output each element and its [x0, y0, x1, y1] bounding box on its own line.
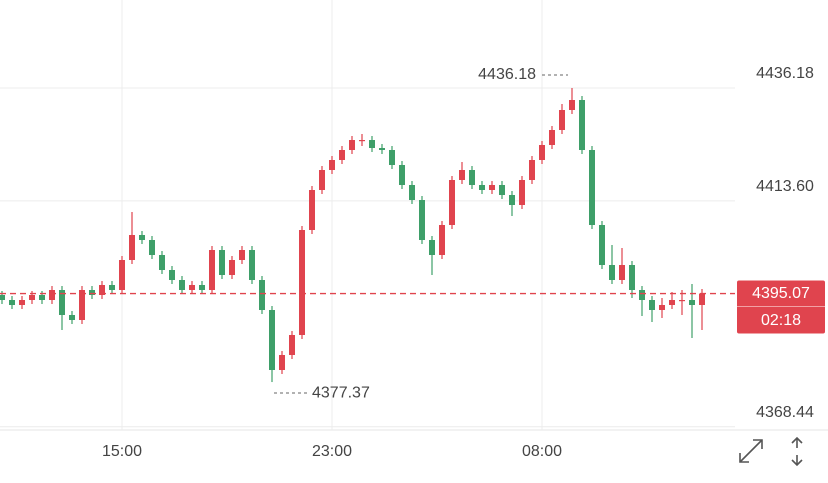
x-tick-label: 23:00	[312, 443, 352, 460]
candle-body	[449, 180, 455, 225]
candle-body	[259, 280, 265, 310]
candle-body	[469, 170, 475, 185]
candle-body	[519, 180, 525, 205]
low-label: 4377.37	[312, 384, 370, 401]
candles	[0, 88, 705, 383]
candle-body	[199, 285, 205, 290]
candle-body	[559, 110, 565, 130]
candle-body	[569, 100, 575, 110]
candle-body	[639, 290, 645, 300]
candle-body	[499, 185, 505, 195]
candle-body	[269, 310, 275, 370]
candle-body	[0, 295, 5, 300]
candle-body	[399, 165, 405, 185]
candle-body	[679, 300, 685, 302]
candle-body	[409, 185, 415, 200]
candle-body	[619, 265, 625, 280]
candle-body	[699, 293, 705, 305]
candle-body	[9, 300, 15, 305]
candle-body	[659, 305, 665, 310]
candle-body	[49, 290, 55, 300]
current-price-label: 4395.07	[752, 285, 810, 302]
candle-body	[29, 295, 35, 300]
candle-body	[109, 285, 115, 290]
candle-body	[119, 260, 125, 290]
candle-body	[579, 100, 585, 150]
candle-body	[649, 300, 655, 310]
candle-body	[239, 250, 245, 260]
candle-body	[319, 170, 325, 190]
candle-body	[329, 160, 335, 170]
candle-body	[99, 285, 105, 295]
candle-body	[689, 300, 695, 305]
candle-body	[419, 200, 425, 240]
candle-body	[159, 255, 165, 270]
countdown-label: 02:18	[761, 312, 801, 329]
candle-body	[439, 225, 445, 255]
candle-body	[479, 185, 485, 190]
candle-body	[229, 260, 235, 275]
candle-body	[509, 195, 515, 205]
candle-body	[59, 290, 65, 315]
candle-body	[249, 250, 255, 280]
candle-body	[599, 225, 605, 265]
candle-body	[179, 280, 185, 290]
candle-body	[549, 130, 555, 145]
candle-body	[609, 265, 615, 280]
candle-body	[429, 240, 435, 255]
x-tick-label: 08:00	[522, 443, 562, 460]
candle-body	[89, 290, 95, 295]
candle-body	[309, 190, 315, 230]
candle-body	[139, 235, 145, 240]
x-tick-label: 15:00	[102, 443, 142, 460]
candle-body	[629, 265, 635, 290]
candle-body	[589, 150, 595, 225]
high-label: 4436.18	[478, 66, 536, 83]
candle-body	[19, 300, 25, 305]
candle-body	[39, 295, 45, 300]
candle-body	[379, 148, 385, 150]
candle-body	[299, 230, 305, 335]
candle-body	[529, 160, 535, 180]
candle-body	[79, 290, 85, 320]
candle-body	[69, 315, 75, 320]
candle-body	[189, 285, 195, 290]
candle-body	[359, 140, 365, 142]
candle-body	[349, 140, 355, 150]
candle-body	[219, 250, 225, 275]
candle-body	[289, 335, 295, 355]
candle-body	[209, 250, 215, 290]
expand-icon[interactable]	[739, 439, 763, 463]
candle-body	[129, 235, 135, 260]
y-tick-label: 4368.44	[756, 404, 814, 421]
candle-body	[389, 150, 395, 165]
candle-body	[149, 240, 155, 255]
candle-body	[339, 150, 345, 160]
candle-body	[279, 355, 285, 370]
candle-body	[539, 145, 545, 160]
candle-body	[169, 270, 175, 280]
candle-body	[459, 170, 465, 180]
candle-body	[489, 185, 495, 190]
scale-icon[interactable]	[791, 436, 803, 467]
candle-body	[369, 140, 375, 148]
y-tick-label: 4413.60	[756, 178, 814, 195]
y-tick-label: 4436.18	[756, 65, 814, 82]
candle-body	[669, 300, 675, 305]
